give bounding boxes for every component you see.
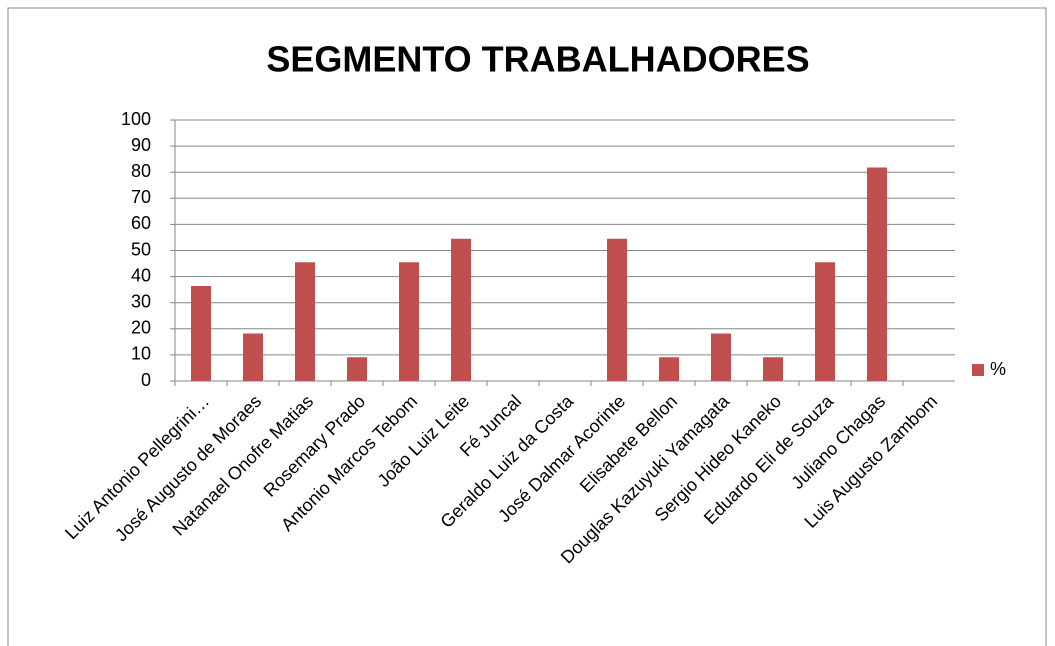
bar (607, 238, 627, 381)
bar (815, 262, 835, 381)
legend-swatch (972, 364, 984, 376)
y-tick-label: 80 (131, 161, 151, 181)
y-tick-label: 100 (121, 109, 151, 129)
bar (763, 357, 783, 381)
legend-label: % (990, 359, 1006, 379)
bar (295, 262, 315, 381)
y-tick-label: 30 (131, 291, 151, 311)
bar (867, 167, 887, 381)
y-tick-label: 40 (131, 265, 151, 285)
bar (191, 285, 211, 381)
y-tick-label: 60 (131, 213, 151, 233)
bar (347, 357, 367, 381)
bar (711, 333, 731, 381)
y-tick-label: 70 (131, 187, 151, 207)
y-tick-label: 20 (131, 318, 151, 338)
y-tick-label: 90 (131, 135, 151, 155)
y-tick-label: 50 (131, 239, 151, 259)
bar (659, 357, 679, 381)
chart-border (7, 7, 1047, 646)
bar (451, 238, 471, 381)
chart-title: SEGMENTO TRABALHADORES (266, 39, 809, 80)
y-tick-label: 0 (141, 370, 151, 390)
bar (243, 333, 263, 381)
bar (399, 262, 419, 381)
y-tick-label: 10 (131, 344, 151, 364)
